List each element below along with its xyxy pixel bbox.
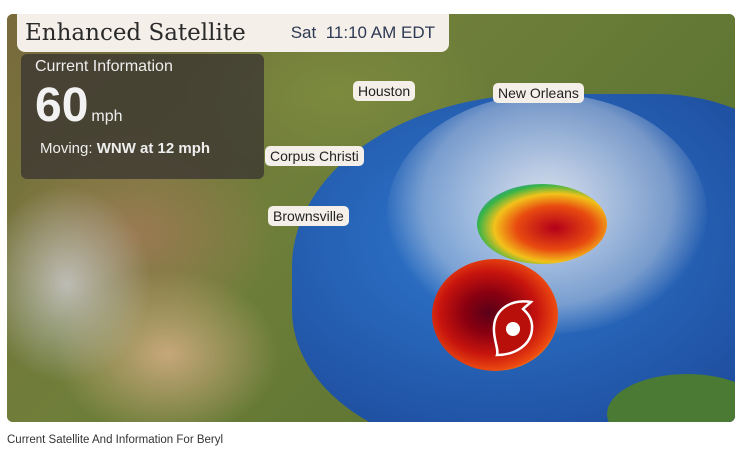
- storm-core: [432, 259, 558, 371]
- satellite-map: Enhanced Satellite Sat 11:10 AM EDT Curr…: [7, 14, 735, 422]
- wind-unit: mph: [91, 108, 123, 125]
- timestamp: Sat 11:10 AM EDT: [291, 23, 435, 43]
- title-bar: Enhanced Satellite Sat 11:10 AM EDT: [17, 14, 449, 52]
- map-title: Enhanced Satellite: [25, 20, 246, 46]
- moving-label: Moving:: [40, 140, 93, 157]
- time: 11:10 AM EDT: [325, 23, 435, 42]
- city-label-houston: Houston: [353, 81, 416, 101]
- hurricane-icon: [492, 300, 534, 357]
- storm-rainband: [477, 184, 607, 264]
- caption: Current Satellite And Information For Be…: [7, 434, 224, 446]
- city-label-brownsville: Brownsville: [268, 206, 349, 226]
- current-info-panel: Current Information 60 mph Moving: WNW at…: [21, 54, 264, 179]
- moving-value: WNW at 12 mph: [96, 140, 211, 157]
- city-label-corpus-christi: Corpus Christi: [265, 146, 364, 166]
- wind-speed: 60: [35, 79, 89, 132]
- day: Sat: [290, 23, 317, 42]
- info-heading: Current Information: [35, 58, 173, 75]
- city-label-new-orleans: New Orleans: [493, 83, 584, 103]
